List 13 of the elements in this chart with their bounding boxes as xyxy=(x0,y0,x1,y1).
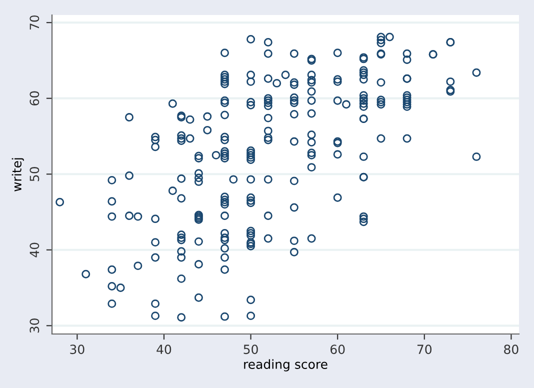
y-tick-label: 50 xyxy=(30,167,40,182)
x-tick-label: 30 xyxy=(70,344,84,354)
x-axis-title: reading score xyxy=(244,359,328,372)
y-tick-label: 60 xyxy=(30,91,40,106)
y-tick-label: 30 xyxy=(30,318,40,333)
y-tick-label: 40 xyxy=(30,242,40,258)
y-axis-title: writej xyxy=(12,158,24,192)
y-tick-label: 70 xyxy=(30,15,40,30)
x-tick-label: 70 xyxy=(417,344,432,354)
x-tick-label: 60 xyxy=(330,344,345,354)
x-tick-label: 80 xyxy=(504,344,518,354)
x-tick-label: 40 xyxy=(156,344,172,354)
x-tick-label: 50 xyxy=(244,344,258,354)
